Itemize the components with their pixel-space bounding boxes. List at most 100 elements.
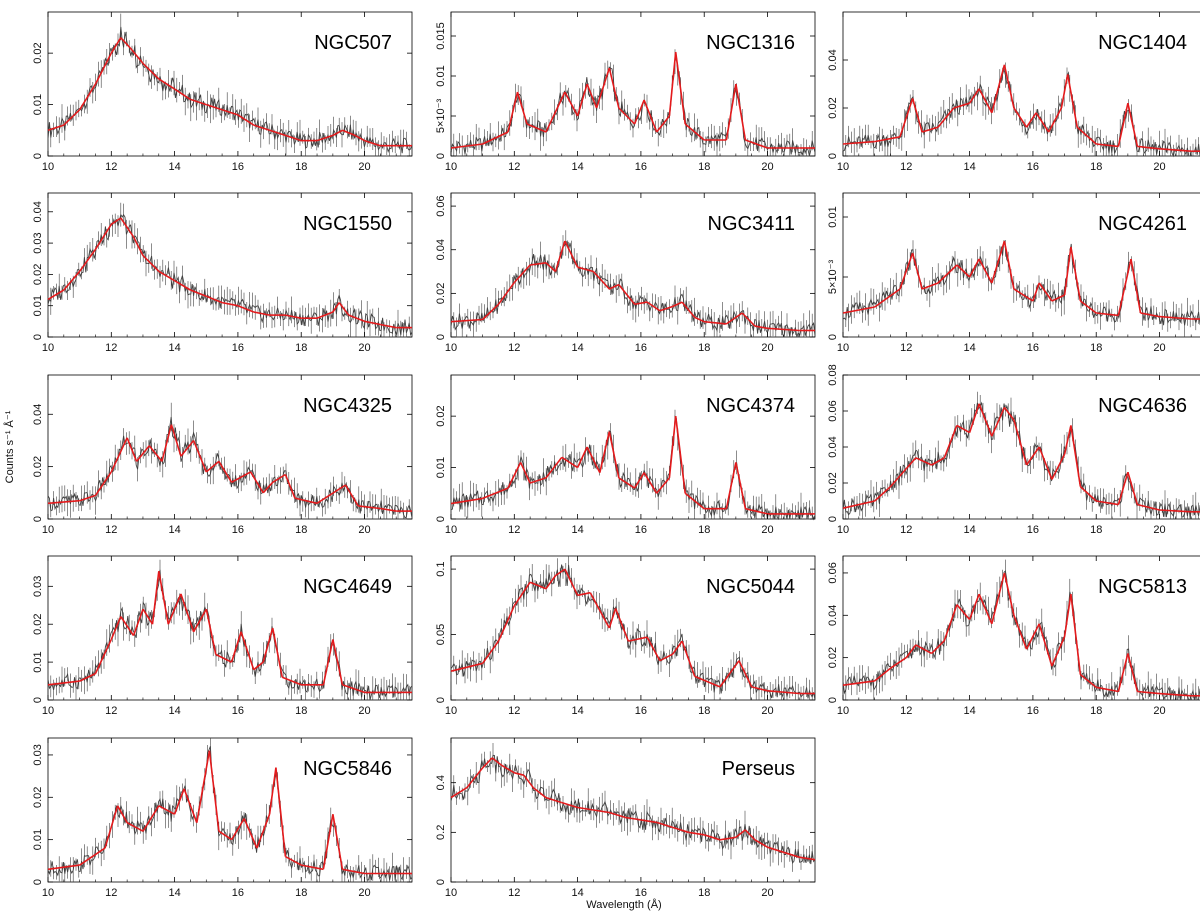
model-segment: [915, 644, 932, 655]
x-tick-label: 16: [232, 161, 244, 173]
model-segment: [1025, 623, 1040, 650]
x-tick-label: 10: [445, 524, 457, 536]
error-bars: [450, 230, 816, 337]
x-tick-label: 10: [837, 342, 849, 354]
model-segment: [281, 676, 302, 686]
model-segment: [192, 608, 207, 633]
x-tick-label: 18: [698, 887, 710, 899]
model-segment: [1130, 258, 1142, 314]
model-segment: [704, 320, 727, 325]
model-segment: [338, 302, 350, 316]
model-segment: [380, 323, 397, 329]
model-segment: [1063, 246, 1072, 296]
model-segment: [253, 661, 264, 671]
model-segment: [672, 301, 683, 308]
x-tick-label: 20: [761, 342, 773, 354]
y-tick-label: 0.02: [435, 283, 447, 304]
x-tick-label: 14: [168, 705, 180, 717]
model-segment: [158, 805, 175, 815]
y-tick-label: 0.02: [827, 472, 839, 493]
model-segment: [564, 568, 579, 596]
model-segment: [656, 115, 671, 133]
y-tick-label: 0.02: [32, 264, 44, 285]
y-tick-label: 0.01: [435, 65, 447, 86]
model-segment: [899, 98, 914, 138]
model-segment: [668, 51, 677, 117]
y-tick-label: 5×10⁻³: [435, 99, 447, 134]
x-tick-label: 18: [1090, 161, 1102, 173]
x-tick-label: 10: [42, 342, 54, 354]
model-segment: [1066, 74, 1078, 128]
model-series: [842, 64, 1200, 152]
model-segment: [618, 107, 636, 125]
data-trace: [47, 213, 413, 337]
y-tick-label: 0.02: [32, 787, 44, 808]
model-segment: [874, 667, 892, 682]
x-tick-label: 20: [358, 705, 370, 717]
y-tick-label: 0.06: [827, 400, 839, 421]
model-segment: [275, 767, 287, 857]
x-tick-label: 18: [295, 887, 307, 899]
model-segment: [681, 640, 696, 677]
model-segment: [110, 37, 122, 54]
plot-frame: [450, 11, 816, 157]
model-segment: [450, 497, 483, 505]
y-tick-label: 0.4: [435, 775, 447, 790]
model-segment: [63, 270, 81, 291]
y-tick-label: 0.06: [435, 195, 447, 216]
model-segment: [237, 304, 254, 313]
model-segment: [205, 460, 220, 473]
model-segment: [79, 672, 96, 682]
model-segment: [905, 644, 917, 659]
model-segment: [956, 264, 971, 278]
x-tick-label: 20: [761, 887, 773, 899]
model-segment: [672, 826, 689, 834]
model-segment: [1137, 690, 1160, 695]
x-tick-label: 20: [358, 342, 370, 354]
y-tick-label: 0: [827, 334, 839, 340]
model-segment: [1076, 126, 1097, 145]
model-segment: [978, 88, 993, 114]
data-trace: [450, 55, 816, 157]
panel-ngc1550: 10 12 14 16 18 20 0 0.01 0.02 0.03 0.04 NGC1550: [32, 192, 413, 354]
plot-frame: [450, 555, 816, 701]
x-tick-label: 14: [963, 524, 975, 536]
y-tick-label: 0: [32, 879, 44, 885]
model-segment: [991, 407, 1006, 437]
y-tick-label: 0: [32, 334, 44, 340]
model-segment: [1070, 594, 1082, 675]
x-tick-label: 18: [1090, 342, 1102, 354]
model-segment: [991, 64, 1006, 114]
y-tick-label: 0.01: [32, 295, 44, 316]
model-segment: [609, 811, 626, 819]
model-segment: [332, 639, 344, 685]
model-segment: [268, 767, 277, 815]
x-tick-label: 18: [295, 705, 307, 717]
panel-title: NGC4374: [706, 395, 795, 417]
model-segment: [978, 593, 993, 625]
model-segment: [262, 481, 274, 494]
x-tick-label: 14: [571, 705, 583, 717]
y-tick-label: 0.2: [435, 825, 447, 840]
model-segment: [608, 283, 620, 290]
y-tick-label: 0.02: [827, 647, 839, 668]
model-segment: [358, 505, 381, 510]
y-tick-label: 0.01: [32, 94, 44, 115]
model-segment: [1096, 312, 1119, 317]
model-segment: [643, 472, 658, 494]
model-segment: [754, 839, 768, 848]
y-tick-label: 0.01: [32, 829, 44, 850]
plot-frame: [47, 374, 413, 520]
model-series: [842, 572, 1200, 697]
x-tick-label: 10: [42, 887, 54, 899]
model-segment: [316, 134, 334, 142]
x-tick-label: 14: [168, 524, 180, 536]
model-segment: [668, 416, 677, 478]
x-tick-label: 10: [445, 705, 457, 717]
model-segment: [237, 114, 255, 126]
model-segment: [633, 472, 645, 489]
model-segment: [110, 437, 128, 473]
x-tick-label: 16: [232, 887, 244, 899]
x-tick-label: 14: [963, 161, 975, 173]
model-segment: [576, 446, 588, 468]
